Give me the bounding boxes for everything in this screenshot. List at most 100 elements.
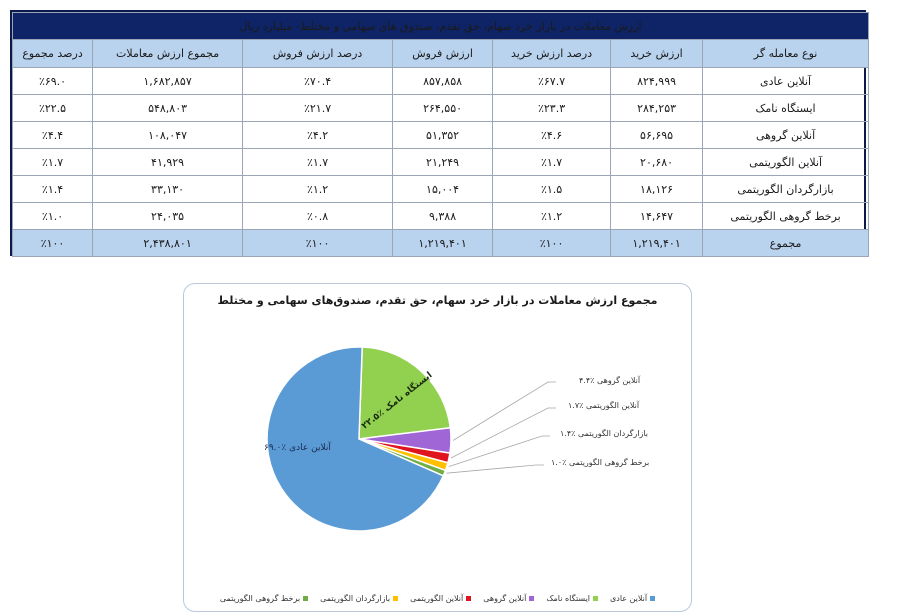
legend-label: آنلاین گروهی (483, 594, 527, 603)
cell-sell-pct: ٪۱.۲ (242, 175, 394, 203)
cell-type: مجموع (702, 229, 870, 257)
pie-slices (266, 346, 452, 532)
legend-swatch-icon (466, 596, 472, 601)
cell-sell: ۸۵۷,۸۵۸ (392, 67, 494, 95)
cell-buy-pct: ٪۶۷.۷ (492, 67, 612, 95)
cell-buy-pct: ٪۱.۲ (492, 202, 612, 230)
pie-chart (266, 346, 556, 532)
cell-buy-pct: ٪۱.۷ (492, 148, 612, 176)
table-row: ایستگاه نامک ۲۸۴,۲۵۳ ٪۲۳.۳ ۲۶۴,۵۵۰ ٪۲۱.۷… (11, 94, 870, 122)
cell-sell: ۱,۲۱۹,۴۰۱ (392, 229, 494, 257)
cell-total: ۲۴,۰۳۵ (92, 202, 244, 230)
cell-total: ۱۰۸,۰۴۷ (92, 121, 244, 149)
trading-value-table: ارزش معاملات در بازار خرد سهام، حق تقدم،… (10, 10, 870, 257)
cell-buy-pct: ٪۲۳.۳ (492, 94, 612, 122)
table-row: آنلاین گروهی ۵۶,۶۹۵ ٪۴.۶ ۵۱,۳۵۲ ٪۴.۲ ۱۰۸… (11, 121, 870, 149)
legend-swatch-icon (393, 596, 399, 601)
cell-total: ۱,۶۸۲,۸۵۷ (92, 67, 244, 95)
cell-total-pct: ٪۱.۰ (11, 202, 94, 230)
legend-item: آنلاین گروهی (483, 594, 535, 603)
cell-buy: ۵۶,۶۹۵ (610, 121, 704, 149)
cell-total-pct: ٪۱.۷ (11, 148, 94, 176)
total-row: مجموع ۱,۲۱۹,۴۰۱ ٪۱۰۰ ۱,۲۱۹,۴۰۱ ٪۱۰۰ ۲,۴۳… (11, 229, 870, 257)
table-row: آنلاین عادی ۸۲۴,۹۹۹ ٪۶۷.۷ ۸۵۷,۸۵۸ ٪۷۰.۴ … (11, 67, 870, 95)
cell-sell-pct: ٪۲۱.۷ (242, 94, 394, 122)
cell-type: آنلاین عادی (702, 67, 870, 95)
legend-label: ایستگاه نامک (546, 594, 591, 603)
header-row: نوع معامله گر ارزش خرید درصد ارزش خرید ا… (11, 39, 870, 68)
cell-sell-pct: ٪۷۰.۴ (242, 67, 394, 95)
leader-line (446, 464, 544, 474)
cell-total-pct: ٪۴.۴ (11, 121, 94, 149)
leader-line (452, 381, 556, 441)
cell-type: بازارگردان الگوریتمی (702, 175, 870, 203)
cell-buy: ۱۸,۱۲۶ (610, 175, 704, 203)
chart-title: مجموع ارزش معاملات در بازار خرد سهام، حق… (217, 294, 658, 307)
col-header-buy: ارزش خرید (610, 39, 704, 68)
cell-sell: ۹,۳۸۸ (392, 202, 494, 230)
cell-sell-pct: ٪۴.۲ (242, 121, 394, 149)
cell-buy: ۸۲۴,۹۹۹ (610, 67, 704, 95)
legend-swatch-icon (529, 596, 535, 601)
cell-buy: ۲۰,۶۸۰ (610, 148, 704, 176)
chart-legend: آنلاین عادی ایستگاه نامک آنلاین گروهی آن… (184, 594, 691, 603)
col-header-total-pct: درصد مجموع (11, 39, 94, 68)
cell-total: ۵۴۸,۸۰۳ (92, 94, 244, 122)
cell-sell-pct: ٪۰.۸ (242, 202, 394, 230)
table-row: برخط گروهی الگوریتمی ۱۴,۶۴۷ ٪۱.۲ ۹,۳۸۸ ٪… (11, 202, 870, 230)
col-header-sell: ارزش فروش (392, 39, 494, 68)
legend-swatch-icon (650, 596, 656, 601)
callout-group-online-algo: برخط گروهی الگوریتمی ٪۱.۰ (551, 458, 650, 467)
pie-slice (266, 346, 445, 532)
cell-total-pct: ٪۱۰۰ (11, 229, 94, 257)
pie-slice (358, 346, 452, 440)
cell-buy: ۱,۲۱۹,۴۰۱ (610, 229, 704, 257)
cell-buy-pct: ٪۱.۵ (492, 175, 612, 203)
cell-total: ۳۳,۱۳۰ (92, 175, 244, 203)
cell-buy: ۱۴,۶۴۷ (610, 202, 704, 230)
legend-item: آنلاین عادی (610, 594, 656, 603)
col-header-sell-pct: درصد ارزش فروش (242, 39, 394, 68)
legend-item: بازارگردان الگوریتمی (320, 594, 399, 603)
legend-swatch-icon (593, 596, 599, 601)
cell-total-pct: ٪۲۲.۵ (11, 94, 94, 122)
table-row: آنلاین الگوریتمی ۲۰,۶۸۰ ٪۱.۷ ۲۱,۲۴۹ ٪۱.۷… (11, 148, 870, 176)
leader-lines (446, 381, 556, 474)
cell-total: ۲,۴۳۸,۸۰۱ (92, 229, 244, 257)
col-header-buy-pct: درصد ارزش خرید (492, 39, 612, 68)
cell-type: آنلاین الگوریتمی (702, 148, 870, 176)
callout-online-algo: آنلاین الگوریتمی ٪۱.۷ (568, 401, 640, 410)
col-header-total: مجموع ارزش معاملات (92, 39, 244, 68)
callout-market-maker-algo: بازارگردان الگوریتمی ٪۱.۴ (560, 429, 649, 438)
table-title: ارزش معاملات در بازار خرد سهام، حق تقدم،… (11, 12, 870, 40)
data-table: ارزش معاملات در بازار خرد سهام، حق تقدم،… (11, 12, 870, 257)
cell-total-pct: ٪۱.۴ (11, 175, 94, 203)
cell-buy-pct: ٪۴.۶ (492, 121, 612, 149)
slice-label-online-normal: آنلاین عادی ٪۶۹.۰ (264, 443, 331, 453)
cell-sell: ۲۶۴,۵۵۰ (392, 94, 494, 122)
pie-chart-panel: مجموع ارزش معاملات در بازار خرد سهام، حق… (183, 283, 692, 612)
legend-label: آنلاین الگوریتمی (410, 594, 464, 603)
cell-total-pct: ٪۶۹.۰ (11, 67, 94, 95)
cell-sell: ۱۵,۰۰۴ (392, 175, 494, 203)
cell-buy-pct: ٪۱۰۰ (492, 229, 612, 257)
cell-type: آنلاین گروهی (702, 121, 870, 149)
cell-buy: ۲۸۴,۲۵۳ (610, 94, 704, 122)
legend-label: برخط گروهی الگوریتمی (219, 594, 301, 603)
leader-line (448, 435, 550, 468)
legend-swatch-icon (303, 596, 309, 601)
cell-sell-pct: ٪۱۰۰ (242, 229, 394, 257)
cell-sell-pct: ٪۱.۷ (242, 148, 394, 176)
legend-label: آنلاین عادی (610, 594, 648, 603)
table-row: بازارگردان الگوریتمی ۱۸,۱۲۶ ٪۱.۵ ۱۵,۰۰۴ … (11, 175, 870, 203)
callout-online-group: آنلاین گروهی ٪۴.۴ (579, 376, 641, 385)
legend-item: برخط گروهی الگوریتمی (219, 594, 309, 603)
cell-sell: ۲۱,۲۴۹ (392, 148, 494, 176)
cell-sell: ۵۱,۳۵۲ (392, 121, 494, 149)
col-header-type: نوع معامله گر (702, 39, 870, 68)
leader-line (450, 407, 556, 459)
cell-type: ایستگاه نامک (702, 94, 870, 122)
legend-item: آنلاین الگوریتمی (410, 594, 472, 603)
cell-total: ۴۱,۹۲۹ (92, 148, 244, 176)
legend-item: ایستگاه نامک (546, 594, 599, 603)
